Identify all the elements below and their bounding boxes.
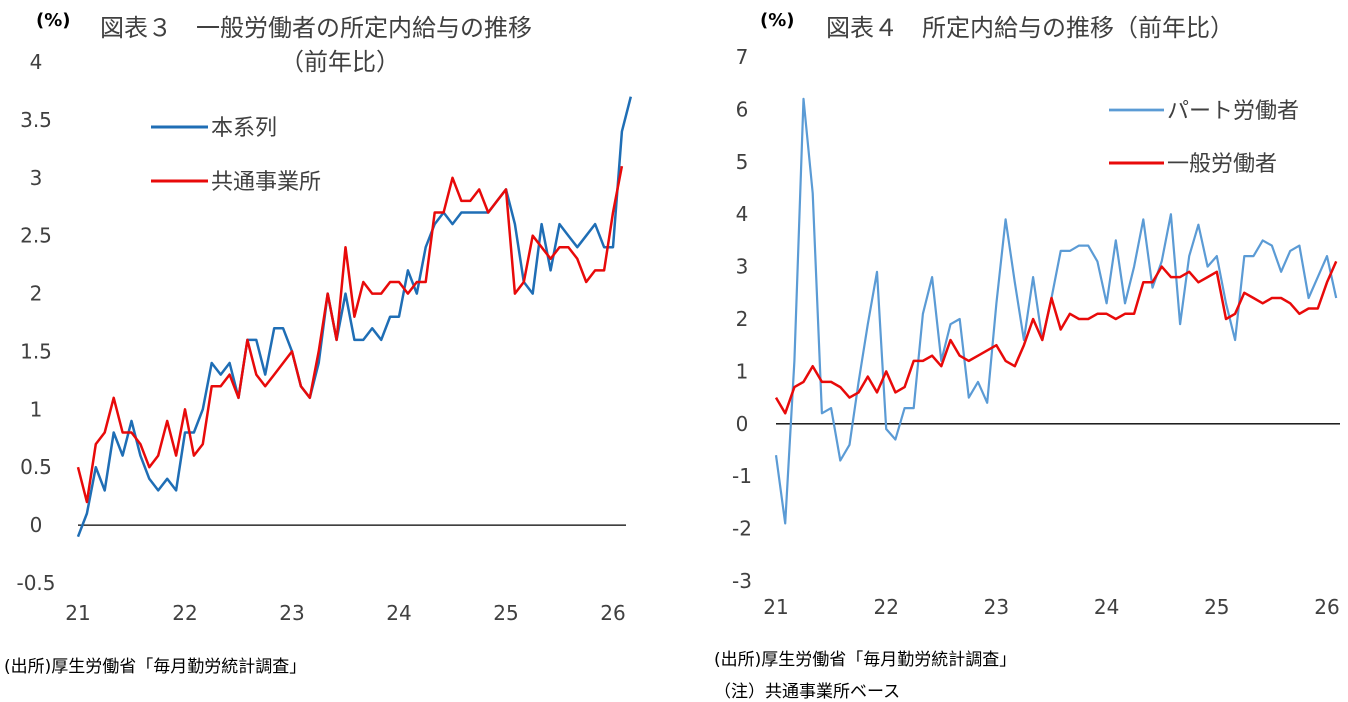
y-unit-label: (%) (36, 10, 71, 31)
y-tick-label: 1.5 (20, 339, 52, 363)
y-tick-label: 1 (736, 359, 749, 383)
y-tick-label: 2 (30, 282, 43, 306)
y-tick-label: 0 (736, 412, 749, 436)
y-tick-label: 3 (30, 166, 43, 190)
y-tick-label: 3.5 (20, 108, 52, 132)
y-tick-label: 2.5 (20, 224, 52, 248)
y-tick-label: -3 (732, 569, 752, 593)
series-line-2 (76, 165, 624, 504)
chart-panel-left: (%) 図表３ 一般労働者の所定内給与の推移 （前年比） 4 3.5 3 2.5 2 1.… (0, 0, 674, 701)
series-line-2 (774, 260, 1338, 415)
legend-label: 本系列 (211, 116, 277, 141)
x-tick-label: 26 (1314, 595, 1339, 619)
y-tick-label: 0 (30, 513, 43, 537)
chart-panel-right: (%) 図表４ 所定内給与の推移（前年比） 7 6 5 4 3 2 1 0 -1 -2 -3 21 22… (674, 0, 1348, 702)
chart-title: 図表４ 所定内給与の推移（前年比） (826, 14, 1234, 42)
x-tick-label: 22 (172, 601, 197, 625)
x-tick-label: 25 (1204, 595, 1229, 619)
source-note: (出所)厚生労働省「毎月勤労統計調査」 (4, 657, 307, 677)
x-tick-label: 23 (984, 595, 1009, 619)
x-tick-label: 22 (873, 595, 898, 619)
y-tick-label: 1 (30, 397, 43, 421)
y-tick-label: 2 (736, 307, 749, 331)
x-tick-label: 21 (65, 601, 90, 625)
x-tick-label: 24 (386, 601, 411, 625)
y-tick-label: 6 (736, 97, 749, 121)
legend-label: 共通事業所 (211, 170, 321, 195)
x-tick-label: 25 (493, 601, 518, 625)
y-tick-label: 4 (30, 50, 43, 74)
x-tick-label: 26 (600, 601, 625, 625)
y-tick-label: 5 (736, 150, 749, 174)
x-tick-label: 21 (763, 595, 788, 619)
series-line-1 (76, 96, 633, 538)
y-tick-label: 0.5 (20, 455, 52, 479)
y-tick-label: -1 (732, 464, 752, 488)
y-tick-label: 3 (736, 255, 749, 279)
y-tick-label: -0.5 (16, 571, 55, 595)
footnote: （注）共通事業所ベース (714, 682, 901, 702)
legend-label: パート労働者 (1167, 99, 1299, 124)
y-tick-label: -2 (732, 517, 752, 541)
legend-label: 一般労働者 (1167, 152, 1277, 177)
y-tick-label: 7 (736, 45, 749, 69)
line-chart-left: 4 3.5 3 2.5 2 1.5 1 0.5 0 -0.5 21 22 23 24 25 26 本系列共通事業… (16, 50, 633, 625)
chart-subtitle: （前年比） (280, 48, 400, 76)
chart-title: 図表３ 一般労働者の所定内給与の推移 (100, 14, 532, 42)
y-unit-label: (%) (760, 10, 795, 31)
x-tick-label: 23 (279, 601, 304, 625)
x-tick-label: 24 (1094, 595, 1119, 619)
series-line-1 (774, 97, 1338, 525)
y-tick-label: 4 (736, 202, 749, 226)
source-note: (出所)厚生労働省「毎月勤労統計調査」 (714, 650, 1017, 670)
